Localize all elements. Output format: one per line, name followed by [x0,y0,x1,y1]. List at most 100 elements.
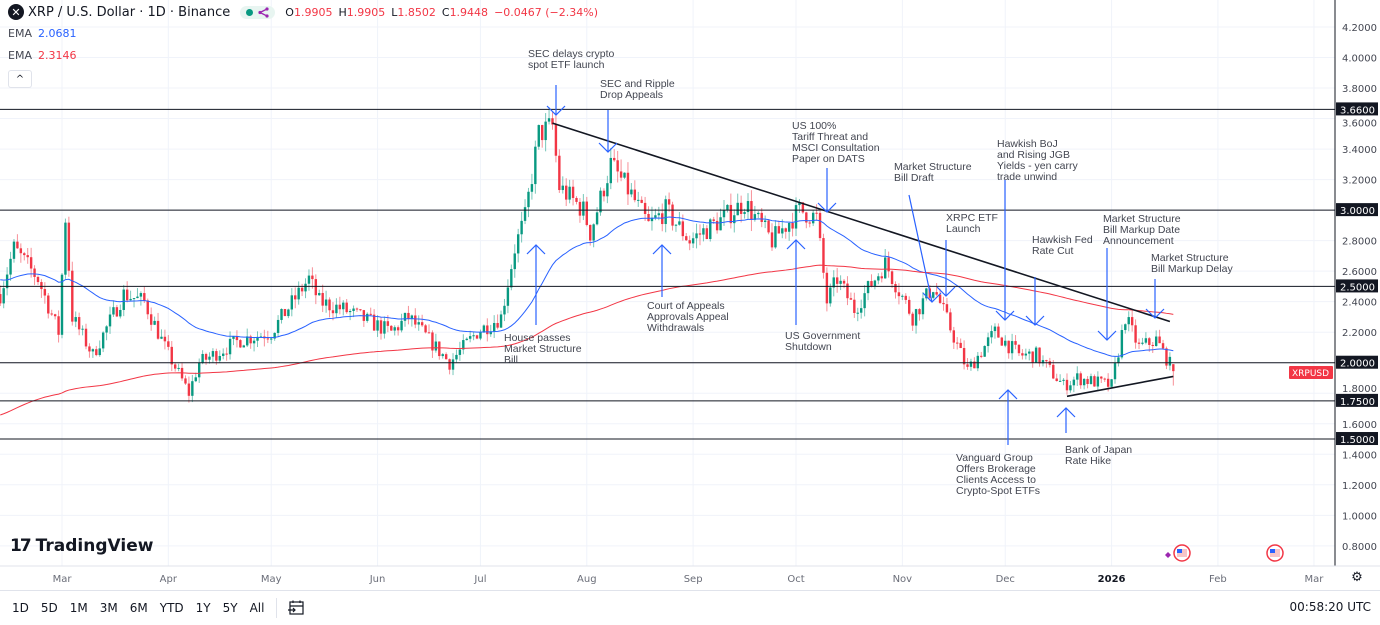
price-tick-label: 1.2000 [1342,481,1377,492]
flag-canton [1177,549,1182,553]
candle-body [1096,376,1100,387]
candle-body [866,281,870,294]
range-1m[interactable]: 1M [69,601,88,615]
candle-body [623,172,626,178]
candle-body [818,212,822,239]
arrow-up-icon [1056,407,1076,418]
candle-body [839,280,842,284]
symbol-price-badge [1289,366,1333,379]
candle-body [218,355,221,361]
candle-body [407,312,410,319]
candle-body [842,280,846,284]
candle-body [1144,338,1148,343]
candle-body [297,287,300,300]
level-price-label: 2.0000 [1340,359,1375,370]
level-price-label: 3.0000 [1340,206,1375,217]
ohlc-open: O1.9905 [285,5,333,19]
candle-body [1072,379,1076,386]
annotation-line: Paper on DATS [792,153,865,165]
collapse-legend-button[interactable]: ^ [8,70,32,88]
market-status-pill[interactable] [240,5,276,19]
tradingview-logo[interactable]: 17 TradingView [10,536,153,556]
candle-body [369,313,372,315]
level-price-badge [1336,279,1378,293]
candle-body [492,322,496,332]
candle-body [925,288,928,299]
trendline [1066,375,1174,398]
candle-body [595,212,599,225]
calendar-goto-icon[interactable] [287,599,305,617]
annotation-line: Market Structure [504,343,582,355]
bottom-toolbar: 1D 5D 1M 3M 6M YTD 1Y 5Y All 00:58:20 UTC [0,590,1380,625]
gear-icon[interactable]: ⚙ [1351,570,1363,585]
candle-body [482,325,486,333]
ohlc-change: −0.0467 (−2.34%) [494,5,599,19]
range-ytd[interactable]: YTD [159,601,184,615]
candle-body [643,202,647,215]
range-6m[interactable]: 6M [129,601,148,615]
price-tick-label: 2.6000 [1342,267,1377,278]
candle-body [890,271,894,285]
candle-body [1130,317,1134,326]
range-5d[interactable]: 5D [40,601,58,615]
candle-body [510,269,513,288]
price-tick-label: 1.6000 [1342,420,1377,431]
candle-body [1041,360,1045,364]
symbol-title[interactable]: XRP / U.S. Dollar · 1D · Binance [28,4,231,20]
candle-body [774,226,777,248]
candle-body [980,355,983,357]
candle-body [1161,343,1165,349]
ema-slow-legend[interactable]: EMA 2.3146 [8,49,77,62]
range-1d[interactable]: 1D [12,601,29,615]
candle-body [98,348,101,356]
range-1y[interactable]: 1Y [195,601,211,615]
candle-body [630,189,633,195]
candle-body [753,214,757,220]
price-chart[interactable]: SEC delays crypto spot ETF launch SEC and … [0,0,1380,590]
range-3m[interactable]: 3M [99,601,118,615]
candle-body [691,238,695,244]
arrow-down-icon [546,105,566,116]
candle-body [33,268,36,277]
annotation-line: Vanguard Group [956,452,1033,464]
price-tick-label: 1.4000 [1342,450,1377,461]
candle-body [1007,340,1010,354]
annotation-line: Rate Cut [1032,245,1074,257]
candle-body [938,294,942,303]
candle-body [239,340,242,348]
candle-body [640,199,643,203]
candle-body [637,199,640,201]
candle-body [208,356,211,360]
range-all[interactable]: All [249,601,265,615]
candle-body [101,332,105,349]
ema-fast-legend[interactable]: EMA 2.0681 [8,27,77,40]
candle-body [242,345,245,348]
candle-body [853,299,856,313]
candle-body [324,299,328,306]
candle-body [1086,378,1089,384]
annotation-line: Drop Appeals [600,89,663,101]
candle-body [499,314,503,328]
price-tick-label: 3.8000 [1342,84,1377,95]
candle-body [657,213,661,216]
price-tick-label: 3.2000 [1342,176,1377,187]
candle-body [1134,325,1137,343]
candle-body [613,157,616,161]
annotation-label: XRPC ETF Launch [946,212,998,235]
price-tick-label: 2.2000 [1342,328,1377,339]
candle-body [565,185,568,200]
candle-body [184,378,187,384]
candle-body [177,367,180,369]
candle-body [417,322,420,325]
candle-body [29,257,33,269]
time-tick-label: 2026 [1098,574,1126,585]
candle-body [95,349,98,356]
candle-body [784,228,787,232]
candle-body [115,307,119,317]
clock-utc[interactable]: 00:58:20 UTC [1289,600,1372,614]
candle-body [393,327,396,331]
candle-body [544,121,547,141]
range-5y[interactable]: 5Y [222,601,238,615]
candle-body [424,325,427,333]
candle-body [835,277,839,284]
